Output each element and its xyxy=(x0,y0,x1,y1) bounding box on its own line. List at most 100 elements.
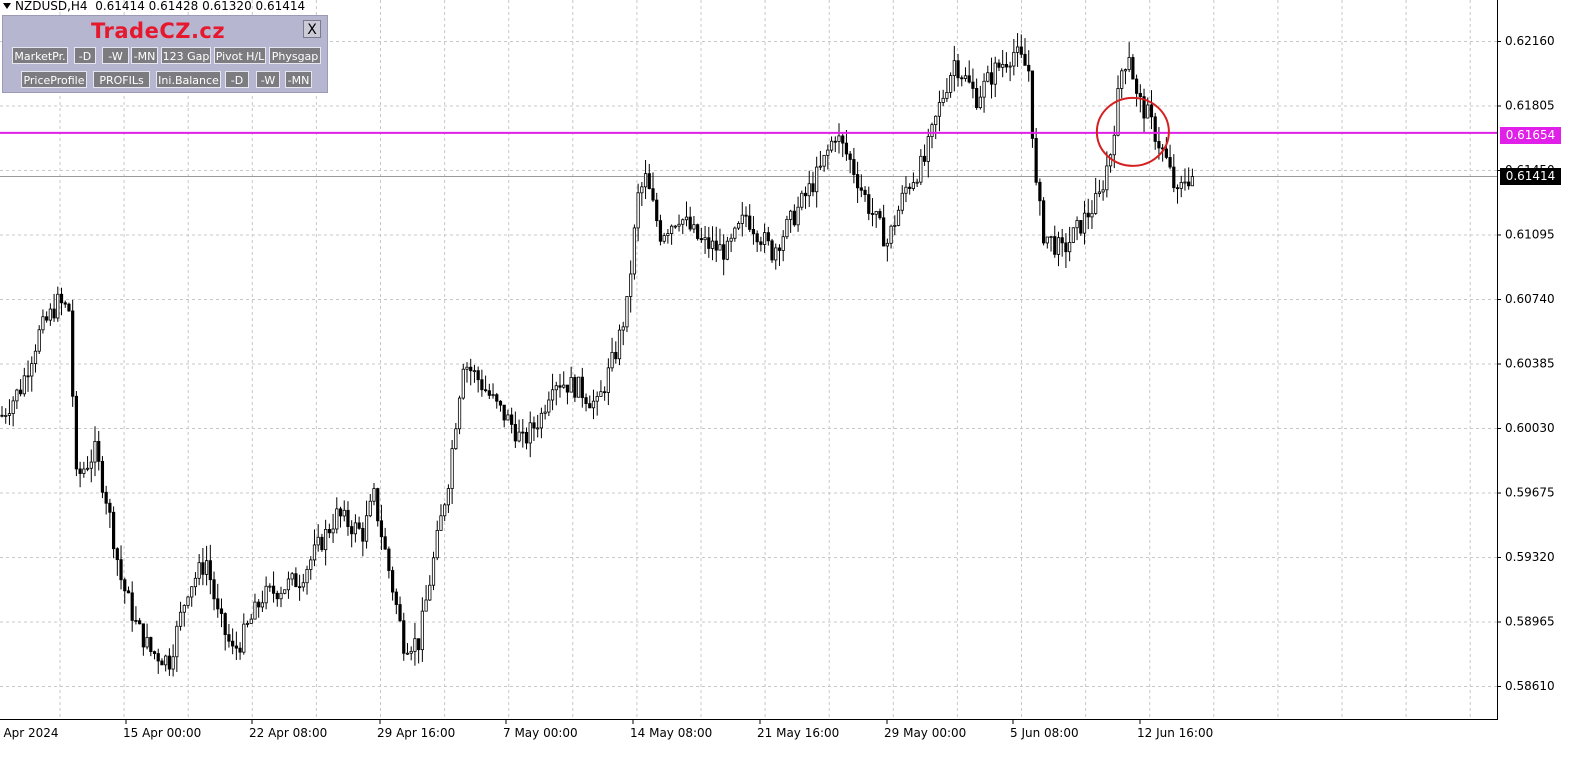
y-tick-label: 0.60030 xyxy=(1505,421,1555,435)
panel-row2-button-2[interactable]: PROFILs xyxy=(93,71,150,88)
candle-body xyxy=(1175,187,1180,190)
x-tick-label: 21 May 16:00 xyxy=(757,726,839,740)
candle-body xyxy=(312,544,317,561)
candle-body xyxy=(1142,96,1146,119)
candle-body xyxy=(197,562,201,579)
candle-body xyxy=(945,91,949,99)
candle-body xyxy=(238,647,242,653)
candle-body xyxy=(30,363,34,377)
candle-body xyxy=(357,522,361,529)
candle-body xyxy=(513,424,517,442)
candle-body xyxy=(498,400,503,406)
candle-body xyxy=(431,557,436,586)
y-tick-label: 0.62160 xyxy=(1505,34,1555,48)
candle-body xyxy=(1112,134,1116,156)
candle-body xyxy=(852,159,856,175)
candle-body xyxy=(934,115,938,125)
x-tick-label: 5 Jun 08:00 xyxy=(1010,726,1079,740)
candle-body xyxy=(164,655,168,666)
candle-body xyxy=(1042,200,1046,244)
panel-row1-button-5[interactable]: 123 Gap xyxy=(161,47,211,64)
panel-row1-button-4[interactable]: -MN xyxy=(131,47,158,64)
panel-row2-button-3[interactable]: Ini.Balance xyxy=(156,71,221,88)
candle-body xyxy=(989,72,994,85)
candle-body xyxy=(167,655,171,670)
candle-body xyxy=(346,509,350,527)
candle-body xyxy=(539,412,544,429)
candle-body xyxy=(1179,182,1183,189)
panel-row2-button-6[interactable]: -MN xyxy=(285,71,312,88)
candle-body xyxy=(655,199,659,222)
candle-body xyxy=(472,370,477,373)
candle-body xyxy=(997,62,1001,68)
candle-body xyxy=(253,601,257,620)
candle-body xyxy=(119,559,123,581)
candle-body xyxy=(521,431,525,434)
panel-row1-button-2[interactable]: -D xyxy=(74,47,96,64)
candle-body xyxy=(926,136,930,162)
circle-annotation[interactable] xyxy=(1095,96,1170,167)
current-price-label: 0.61414 xyxy=(1500,168,1561,185)
candle-body xyxy=(71,310,75,397)
candle-body xyxy=(18,389,23,395)
candle-body xyxy=(532,422,536,429)
dropdown-triangle-icon[interactable] xyxy=(3,3,11,9)
candle-body xyxy=(967,75,971,83)
x-tick-label: 7 May 00:00 xyxy=(503,726,578,740)
candle-body xyxy=(610,351,614,369)
candle-body xyxy=(286,578,291,591)
candle-body xyxy=(1097,191,1101,194)
panel-row1-button-1[interactable]: MarketPr. xyxy=(12,47,68,64)
candle-body xyxy=(815,166,819,193)
candle-body xyxy=(662,235,666,242)
grid-lines xyxy=(0,0,1497,719)
candle-body xyxy=(457,397,462,430)
candle-body xyxy=(573,376,577,398)
candle-body xyxy=(439,515,443,531)
candle-body xyxy=(510,414,514,425)
candle-body xyxy=(1105,165,1109,191)
candle-body xyxy=(759,241,763,245)
panel-row1-button-3[interactable]: -W xyxy=(102,47,129,64)
y-tick-label: 0.59675 xyxy=(1505,486,1555,500)
candle-body xyxy=(1086,212,1090,218)
candle-body xyxy=(271,585,276,594)
candle-body xyxy=(26,375,30,378)
panel-row2-button-5[interactable]: -W xyxy=(256,71,280,88)
panel-row2-button-4[interactable]: -D xyxy=(225,71,249,88)
candle-body xyxy=(22,375,26,395)
candle-body xyxy=(577,376,581,398)
candle-body xyxy=(208,560,212,581)
candle-body xyxy=(565,384,570,393)
candle-body xyxy=(722,244,726,260)
candle-body xyxy=(104,491,108,504)
candle-body xyxy=(4,415,8,417)
candle-body xyxy=(390,570,395,593)
candle-body xyxy=(316,536,320,546)
candle-body xyxy=(789,210,793,220)
panel-row1-button-6[interactable]: Pivot H/L xyxy=(214,47,266,64)
candle-body xyxy=(870,213,875,215)
candle-body xyxy=(915,181,919,184)
candle-body xyxy=(536,427,540,430)
candle-body xyxy=(1045,236,1049,244)
candle-body xyxy=(1120,70,1124,89)
candle-body xyxy=(454,428,458,450)
candle-body xyxy=(227,634,231,642)
candle-body xyxy=(260,602,265,608)
candle-body xyxy=(621,326,625,331)
candle-body xyxy=(792,210,796,226)
candle-body xyxy=(919,155,923,183)
candle-body xyxy=(547,399,551,413)
candle-body xyxy=(524,431,529,444)
panel-close-button[interactable]: X xyxy=(303,20,321,38)
candle-body xyxy=(1068,242,1072,253)
panel-row2-button-1[interactable]: PriceProfile xyxy=(21,71,87,88)
candle-body xyxy=(63,302,67,305)
x-tick-label: 29 Apr 16:00 xyxy=(377,726,455,740)
panel-row1-button-7[interactable]: Physgap xyxy=(269,47,321,64)
candle-body xyxy=(885,242,889,247)
candle-body xyxy=(283,589,287,594)
candle-body xyxy=(231,640,235,647)
